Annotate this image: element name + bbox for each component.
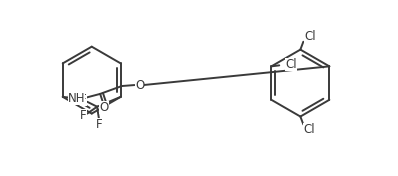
- Text: F: F: [80, 109, 87, 122]
- Text: F: F: [96, 118, 102, 131]
- Text: Cl: Cl: [285, 58, 297, 71]
- Text: O: O: [135, 78, 144, 92]
- Text: F: F: [80, 93, 87, 106]
- Text: Cl: Cl: [303, 123, 315, 136]
- Text: Cl: Cl: [304, 30, 316, 43]
- Text: NH: NH: [68, 92, 85, 105]
- Text: O: O: [100, 101, 109, 114]
